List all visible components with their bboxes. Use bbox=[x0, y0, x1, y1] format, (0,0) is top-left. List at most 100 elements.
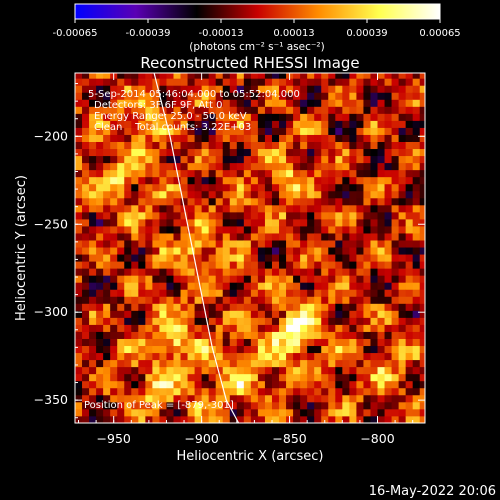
heatmap-cell bbox=[335, 296, 343, 304]
heatmap-cell bbox=[335, 73, 343, 79]
heatmap-cell bbox=[384, 408, 392, 417]
heatmap-cell bbox=[356, 204, 364, 213]
heatmap-cell bbox=[391, 197, 400, 206]
heatmap-cell bbox=[89, 268, 97, 276]
heatmap-cell bbox=[370, 282, 378, 290]
heatmap-cell bbox=[293, 218, 301, 227]
heatmap-cell bbox=[314, 254, 322, 262]
heatmap-cell bbox=[257, 73, 266, 79]
heatmap-cell bbox=[300, 415, 308, 423]
heatmap-cell bbox=[166, 415, 174, 423]
heatmap-cell bbox=[328, 324, 336, 332]
heatmap-cell bbox=[208, 211, 217, 220]
x-tick-label: −800 bbox=[360, 431, 394, 446]
heatmap-cell bbox=[89, 106, 97, 114]
heatmap-cell bbox=[307, 408, 315, 417]
heatmap-cell bbox=[250, 359, 259, 368]
heatmap-cell bbox=[243, 359, 252, 368]
heatmap-cell bbox=[356, 303, 364, 311]
heatmap-cell bbox=[236, 275, 245, 283]
heatmap-cell bbox=[96, 394, 104, 403]
heatmap-cell bbox=[236, 303, 245, 311]
heatmap-cell bbox=[82, 317, 90, 325]
heatmap-cell bbox=[138, 162, 146, 171]
heatmap-cell bbox=[180, 233, 188, 241]
heatmap-cell bbox=[356, 120, 364, 128]
heatmap-cell bbox=[342, 120, 350, 128]
heatmap-cell bbox=[264, 352, 273, 361]
heatmap-cell bbox=[370, 401, 378, 410]
heatmap-cell bbox=[159, 366, 167, 375]
heatmap-cell bbox=[103, 359, 111, 368]
heatmap-cell bbox=[279, 148, 287, 157]
heatmap-cell bbox=[201, 226, 210, 234]
heatmap-cell bbox=[215, 261, 224, 269]
heatmap-cell bbox=[124, 331, 132, 339]
heatmap-cell bbox=[307, 113, 315, 121]
heatmap-cell bbox=[173, 282, 181, 290]
heatmap-cell bbox=[363, 176, 371, 185]
heatmap-cell bbox=[398, 387, 407, 396]
heatmap-cell bbox=[328, 408, 336, 417]
heatmap-cell bbox=[187, 401, 195, 410]
heatmap-cell bbox=[363, 99, 371, 107]
heatmap-cell bbox=[307, 218, 315, 227]
heatmap-cell bbox=[222, 211, 231, 220]
heatmap-cell bbox=[110, 289, 118, 297]
heatmap-cell bbox=[222, 415, 231, 423]
heatmap-cell bbox=[271, 148, 280, 157]
heatmap-cell bbox=[279, 261, 287, 269]
heatmap-cell bbox=[419, 338, 425, 347]
heatmap-cell bbox=[384, 345, 392, 354]
heatmap-cell bbox=[117, 415, 125, 423]
heatmap-cell bbox=[391, 338, 400, 347]
heatmap-cell bbox=[307, 78, 315, 86]
heatmap-cell bbox=[187, 338, 195, 347]
heatmap-cell bbox=[286, 233, 294, 241]
heatmap-cell bbox=[229, 338, 238, 347]
heatmap-cell bbox=[314, 197, 322, 206]
heatmap-cell bbox=[180, 99, 188, 107]
heatmap-cell bbox=[131, 345, 139, 354]
heatmap-cell bbox=[159, 317, 167, 325]
heatmap-cell bbox=[419, 120, 425, 128]
heatmap-cell bbox=[96, 366, 104, 375]
heatmap-cell bbox=[117, 106, 125, 114]
heatmap-cell bbox=[131, 387, 139, 396]
heatmap-cell bbox=[229, 282, 238, 290]
x-axis: −950 −900 −850 −800 bbox=[78, 73, 414, 446]
heatmap-cell bbox=[293, 190, 301, 199]
heatmap-cell bbox=[173, 303, 181, 311]
heatmap-cell bbox=[377, 387, 385, 396]
heatmap-cell bbox=[257, 387, 266, 396]
heatmap-cell bbox=[356, 78, 364, 86]
heatmap-cell bbox=[131, 282, 139, 290]
heatmap-cell bbox=[300, 141, 308, 150]
heatmap-cell bbox=[82, 162, 90, 171]
heatmap-cell bbox=[103, 268, 111, 276]
heatmap-cell bbox=[173, 99, 181, 107]
heatmap-cell bbox=[138, 183, 146, 192]
heatmap-cell bbox=[264, 268, 273, 276]
heatmap-cell bbox=[159, 387, 167, 396]
heatmap-cell bbox=[419, 352, 425, 361]
heatmap-cell bbox=[222, 240, 231, 248]
heatmap-cell bbox=[405, 176, 414, 185]
heatmap-cell bbox=[356, 359, 364, 368]
heatmap-cell bbox=[335, 366, 343, 375]
heatmap-cell bbox=[124, 345, 132, 354]
heatmap-cell bbox=[300, 247, 308, 255]
heatmap-cell bbox=[271, 415, 280, 423]
heatmap-cell bbox=[187, 254, 195, 262]
heatmap-cell bbox=[363, 282, 371, 290]
heatmap-cell bbox=[236, 169, 245, 178]
heatmap-cell bbox=[271, 233, 280, 241]
heatmap-cell bbox=[96, 73, 104, 79]
heatmap-cell bbox=[124, 176, 132, 185]
heatmap-cell bbox=[405, 317, 414, 325]
heatmap-cell bbox=[356, 190, 364, 199]
heatmap-cell bbox=[321, 268, 329, 276]
heatmap-cell bbox=[264, 289, 273, 297]
heatmap-cell bbox=[377, 233, 385, 241]
heatmap-cell bbox=[215, 120, 224, 128]
